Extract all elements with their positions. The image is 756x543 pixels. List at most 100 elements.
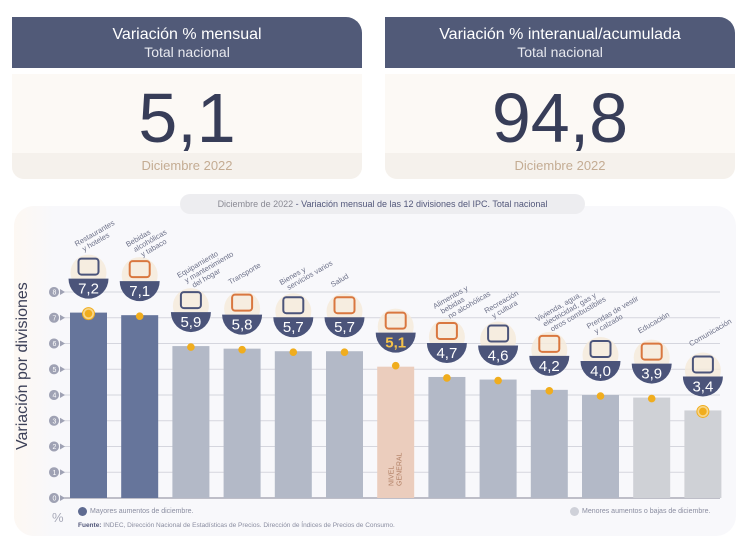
y-tick-label: 1: [53, 470, 57, 477]
source-label: Fuente:: [78, 522, 102, 529]
data-label: 4,0: [590, 363, 611, 380]
y-tick-marker: [49, 287, 65, 298]
y-tick-label: 0: [53, 496, 57, 503]
value-badge: [170, 312, 211, 333]
data-label: 4,7: [436, 345, 457, 362]
data-label: 5,7: [283, 319, 304, 336]
division-icon: [435, 321, 458, 340]
value-dot: [187, 343, 195, 351]
value-badge: [119, 281, 160, 302]
data-label: 3,4: [692, 378, 713, 395]
value-badge: [375, 332, 416, 353]
kpi-body: 94,8 Diciembre 2022: [385, 74, 735, 179]
category-label: Alimentos ybebidasno alcohólicas: [431, 275, 492, 325]
category-label: Bienes yservicios varios: [278, 251, 335, 293]
chart-title-date: Diciembre de 2022: [217, 199, 294, 209]
division-icon: [589, 340, 612, 358]
legend-low-label: Menores aumentos o bajas de diciembre.: [582, 508, 711, 515]
y-tick-label: 7: [53, 315, 57, 322]
value-dot: [340, 348, 349, 357]
bar: [479, 379, 517, 498]
kpi-value: 94,8: [491, 79, 629, 157]
value-dot: [494, 376, 502, 385]
y-tick-marker: [49, 364, 65, 375]
value-badge: [682, 376, 723, 397]
data-label: 5,1: [385, 335, 406, 352]
data-label: 7,2: [78, 281, 99, 298]
value-badge: [580, 361, 621, 382]
value-dot: [238, 345, 246, 354]
bar: [428, 376, 466, 498]
category-label: Bebidasalcohólicasy tabaco: [124, 220, 172, 262]
kpi-title: Variación % interanual/acumulada: [439, 26, 681, 43]
general-bar-label-line: GENERAL: [397, 452, 404, 486]
legend-high-swatch: [78, 507, 87, 516]
y-tick-marker: [49, 493, 65, 503]
chart-title-separator: -: [293, 199, 302, 209]
division-icon: [384, 311, 407, 330]
source-note: Fuente: INDEC, Dirección Nacional de Est…: [78, 522, 395, 529]
category-label: Restaurantesy hoteles: [73, 218, 120, 255]
data-label: 3,9: [641, 366, 662, 383]
kpi-subtitle: Total nacional: [517, 44, 603, 60]
chart-title: Diciembre de 2022 - Variación mensual de…: [180, 194, 585, 214]
division-icon: [640, 342, 663, 361]
bar: [223, 348, 261, 498]
division-icon: [487, 324, 510, 343]
bar: [530, 389, 568, 498]
y-tick-marker: [49, 415, 65, 426]
division-icon: [231, 293, 254, 312]
legend-low-swatch: [570, 507, 579, 516]
value-badge: [68, 278, 109, 299]
bar: [172, 346, 210, 498]
bar: [121, 315, 159, 498]
bar: [582, 395, 619, 498]
kpi-value: 5,1: [138, 79, 236, 157]
kpi-period: Diciembre 2022: [385, 153, 735, 179]
data-label: 7,1: [129, 283, 150, 300]
bar: [633, 397, 671, 498]
value-badge: [529, 355, 570, 376]
bar: [274, 351, 312, 498]
data-label: 4,6: [488, 348, 509, 365]
legend-high-label: Mayores aumentos de diciembre.: [90, 508, 194, 515]
bar: [377, 366, 415, 498]
value-dot: [443, 374, 451, 382]
category-label: Equipamientoy mantenimientodel hogar: [175, 242, 239, 293]
y-tick-label: 8: [53, 290, 57, 297]
division-icon: [282, 296, 305, 315]
kpi-subtitle: Total nacional: [144, 44, 230, 60]
kpi-yearly: Variación % interanual/acumulada Total n…: [385, 17, 735, 179]
kpi-title: Variación % mensual: [112, 26, 262, 43]
category-label: Transporte: [227, 261, 263, 287]
y-axis-unit: %: [52, 510, 64, 525]
division-icon: [691, 355, 714, 374]
source-text: INDEC, Dirección Nacional de Estadística…: [101, 522, 395, 529]
value-badge: [426, 342, 467, 363]
division-icon: [128, 260, 151, 279]
y-tick-marker: [49, 390, 65, 401]
chart-title-text: Variación mensual de las 12 divisiones d…: [301, 199, 548, 209]
division-icon: [77, 257, 100, 276]
y-tick-marker: [49, 467, 65, 478]
value-dot: [289, 348, 298, 357]
y-tick-marker: [49, 312, 65, 323]
kpi-monthly: Variación % mensual Total nacional 5,1 D…: [12, 17, 362, 179]
bar: [70, 312, 107, 498]
division-icon: [179, 291, 202, 310]
value-dot: [84, 309, 93, 318]
data-label: 5,9: [180, 314, 201, 331]
general-bar-label: NIVELGENERAL: [389, 452, 404, 486]
kpi-header: Variación % mensual Total nacional: [12, 17, 362, 68]
y-tick-label: 5: [53, 367, 57, 374]
bar: [326, 351, 363, 498]
value-dot: [545, 387, 554, 395]
category-label-line: Transporte: [227, 261, 263, 287]
data-label: 5,8: [232, 317, 253, 334]
value-dot: [699, 407, 707, 416]
value-dot: [647, 394, 656, 403]
kpi-body: 5,1 Diciembre 2022: [12, 74, 362, 179]
data-label: 5,7: [334, 319, 355, 336]
value-dot: [135, 312, 144, 320]
legend-high: Mayores aumentos de diciembre.: [78, 507, 194, 516]
